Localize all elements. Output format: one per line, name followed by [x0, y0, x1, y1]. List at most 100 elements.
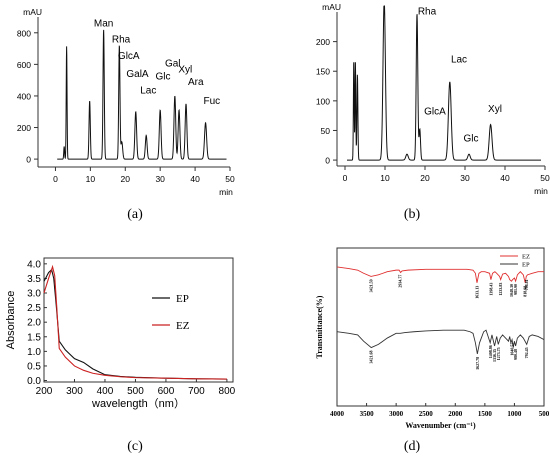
x-tick-label: 400	[97, 386, 114, 397]
y-tick-label: 150	[316, 67, 330, 77]
y-tick-label: 400	[17, 91, 31, 101]
y-tick-label: 3.0	[27, 289, 41, 300]
peak-label: Gal	[165, 59, 181, 70]
peak-label: Ara	[188, 77, 204, 88]
panel-label-a: (a)	[127, 207, 143, 222]
x-tick-label: 1500	[478, 410, 493, 418]
peak-label: 818.98	[523, 286, 528, 297]
y-axis-title: mAU	[23, 7, 42, 17]
chromatogram-trace	[347, 5, 541, 161]
x-tick-label: 30	[155, 174, 165, 184]
x-tick-label: 4000	[330, 410, 345, 418]
peak-label: GlcA	[118, 51, 140, 62]
peak-label: Xyl	[178, 65, 192, 76]
x-tick-label: 3000	[389, 410, 404, 418]
panel-label-b: (b)	[404, 207, 421, 222]
x-tick-label: 200	[36, 386, 53, 397]
peak-label: Glc	[155, 71, 170, 82]
x-tick-label: 10	[86, 174, 96, 184]
x-tick-label: 800	[219, 386, 236, 397]
x-tick-label: 50	[225, 174, 235, 184]
peak-label: Rha	[418, 6, 437, 17]
y-tick-label: 0.0	[27, 376, 41, 387]
peak-label: 1408.86	[488, 345, 493, 358]
x-tick-label: 30	[460, 173, 470, 183]
x-tick-label: 500	[127, 386, 144, 397]
x-tick-label: 40	[500, 173, 510, 183]
x-tick-label: 0	[343, 173, 348, 183]
y-tick-label: 2.5	[27, 303, 41, 314]
plot-frame	[336, 247, 545, 407]
series-line-ez	[43, 264, 227, 380]
y-axis-title: Absorbance	[5, 291, 17, 350]
chart-b: 0 10 20 30 40 50 0 50 100 150 200 mAU min Rha Lac GlcA G…	[316, 2, 550, 196]
peak-label: Man	[94, 18, 113, 29]
peak-label: 2934.77	[398, 275, 403, 288]
peak-label: Glc	[464, 134, 479, 145]
x-tick-label: 40	[190, 174, 200, 184]
peak-label: 981.90	[513, 284, 518, 295]
peak-label: 3421.59	[369, 279, 374, 292]
x-axis-title: min	[534, 186, 548, 196]
peak-label: 1048.30	[509, 284, 514, 297]
peak-label: Rha	[112, 34, 131, 45]
x-axis-title: Wavenumber (cm⁻¹)	[405, 421, 476, 430]
peak-label: Xyl	[488, 104, 502, 115]
chart-a: 0 10 20 30 40 500200400600800mAUminManRhaGlcA…	[17, 7, 235, 197]
peak-label: 1633.13	[474, 286, 479, 299]
y-tick-label: 2.0	[27, 318, 41, 329]
peak-label: 798.81	[524, 279, 529, 290]
x-tick-label: 20	[121, 174, 131, 184]
plot-frame	[43, 257, 234, 383]
y-tick-label: 4.0	[27, 259, 41, 270]
legend-label-ez: EZ	[522, 254, 530, 261]
peak-label: 1233.83	[498, 283, 503, 296]
peak-label: GlcA	[424, 106, 446, 117]
y-axis-title: Transmittance(%)	[315, 295, 324, 358]
y-tick-label: 100	[316, 96, 330, 106]
series-line-ep	[336, 329, 545, 354]
series-line-ez	[336, 266, 544, 283]
peak-label: 1398.43	[488, 283, 493, 296]
peak-label: Lac	[140, 86, 156, 97]
chart-c: 200 300 400 500 600 700 800 0.0 0.5 1.0 1.5 2.0 2.5 3…	[5, 257, 236, 410]
y-tick-label: 0.5	[27, 361, 41, 372]
x-tick-label: 10	[380, 173, 390, 183]
y-tick-label: 0	[325, 156, 330, 166]
x-tick-label: 50	[540, 173, 550, 183]
x-tick-label: 600	[158, 386, 175, 397]
peak-label: 1336.35	[492, 349, 497, 362]
x-tick-label: 700	[188, 386, 205, 397]
panel-label-d: (d)	[404, 439, 421, 454]
x-tick-label: 300	[66, 386, 83, 397]
x-tick-label: 3500	[360, 410, 375, 418]
legend-label-ez: EZ	[176, 320, 190, 332]
peak-label: GalA	[126, 69, 149, 80]
chart-d: 4000 3500 3000 2500 2000 1500 1000 500 Wavenumbe…	[315, 247, 550, 430]
y-tick-label: 3.5	[27, 274, 41, 285]
peak-label: 1040.57	[510, 343, 515, 356]
x-axis-title: wavelength（nm）	[91, 397, 185, 410]
y-tick-label: 1.5	[27, 332, 41, 343]
x-tick-label: 0	[53, 174, 58, 184]
y-tick-label: 600	[17, 60, 31, 70]
legend-label-ep: EP	[522, 262, 530, 269]
peak-label: 980.48	[513, 349, 518, 360]
peak-label: 1273.75	[496, 347, 501, 360]
y-tick-label: 200	[17, 123, 31, 133]
x-tick-label: 1000	[507, 410, 522, 418]
y-axis-title: mAU	[322, 2, 341, 12]
peak-label: 792.45	[524, 347, 529, 358]
x-tick-label: 2000	[448, 410, 463, 418]
y-tick-label: 200	[316, 37, 330, 47]
legend-label-ep: EP	[176, 293, 189, 305]
chromatogram-trace	[57, 29, 227, 160]
x-axis-title: min	[219, 187, 233, 197]
peak-label: Fuc	[204, 96, 221, 107]
peak-label: 1627.78	[475, 357, 480, 370]
y-tick-label: 0	[26, 155, 31, 165]
y-tick-label: 800	[17, 28, 31, 38]
x-tick-label: 500	[539, 410, 550, 418]
y-tick-label: 1.0	[27, 347, 41, 358]
